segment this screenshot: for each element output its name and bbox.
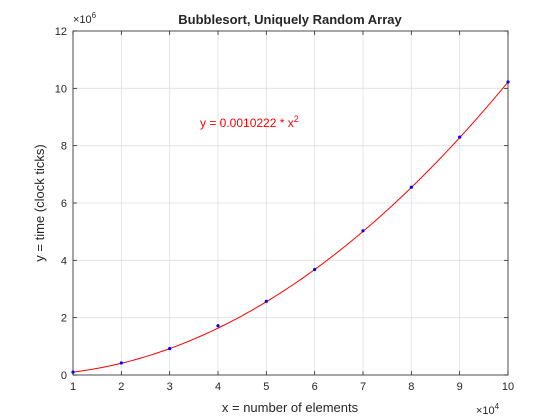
x-tick-label: 5 bbox=[263, 381, 269, 393]
x-tick-label: 8 bbox=[408, 381, 414, 393]
y-tick-label: 10 bbox=[55, 83, 67, 95]
y-tick-label: 2 bbox=[61, 313, 67, 325]
x-tick-label: 10 bbox=[502, 381, 514, 393]
x-tick-label: 9 bbox=[457, 381, 463, 393]
data-point bbox=[361, 229, 365, 233]
data-point bbox=[506, 80, 510, 84]
x-tick-label: 1 bbox=[70, 381, 76, 393]
data-point bbox=[409, 185, 413, 189]
x-tick-label: 4 bbox=[215, 381, 221, 393]
data-point bbox=[264, 299, 268, 303]
x-axis: 1 2 3 4 5 6 7 8 9 10 bbox=[70, 31, 514, 393]
data-point bbox=[168, 347, 172, 351]
x-axis-multiplier: ×104 bbox=[476, 402, 500, 417]
chart-title: Bubblesort, Uniquely Random Array bbox=[178, 12, 402, 27]
y-tick-label: 6 bbox=[61, 198, 67, 210]
x-tick-label: 3 bbox=[167, 381, 173, 393]
y-tick-label: 4 bbox=[61, 255, 67, 267]
data-points bbox=[71, 80, 510, 374]
y-tick-label: 12 bbox=[55, 26, 67, 38]
fit-curve bbox=[72, 81, 509, 373]
grid bbox=[72, 30, 509, 376]
data-point bbox=[216, 324, 220, 328]
data-point bbox=[71, 370, 75, 374]
x-tick-label: 6 bbox=[312, 381, 318, 393]
y-tick-label: 0 bbox=[61, 370, 67, 382]
x-axis-label: x = number of elements bbox=[222, 400, 359, 415]
data-point bbox=[313, 267, 317, 272]
x-tick-label: 2 bbox=[118, 381, 124, 393]
y-axis: 0 2 4 6 8 10 12 bbox=[55, 26, 508, 382]
y-axis-multiplier: ×106 bbox=[73, 11, 97, 26]
fit-equation-annotation: y = 0.0010222 * x2 bbox=[200, 114, 299, 130]
data-point bbox=[119, 361, 123, 365]
y-axis-label: y = time (clock ticks) bbox=[32, 144, 47, 261]
x-tick-label: 7 bbox=[360, 381, 366, 393]
y-tick-label: 8 bbox=[61, 141, 67, 153]
data-point bbox=[458, 135, 462, 139]
